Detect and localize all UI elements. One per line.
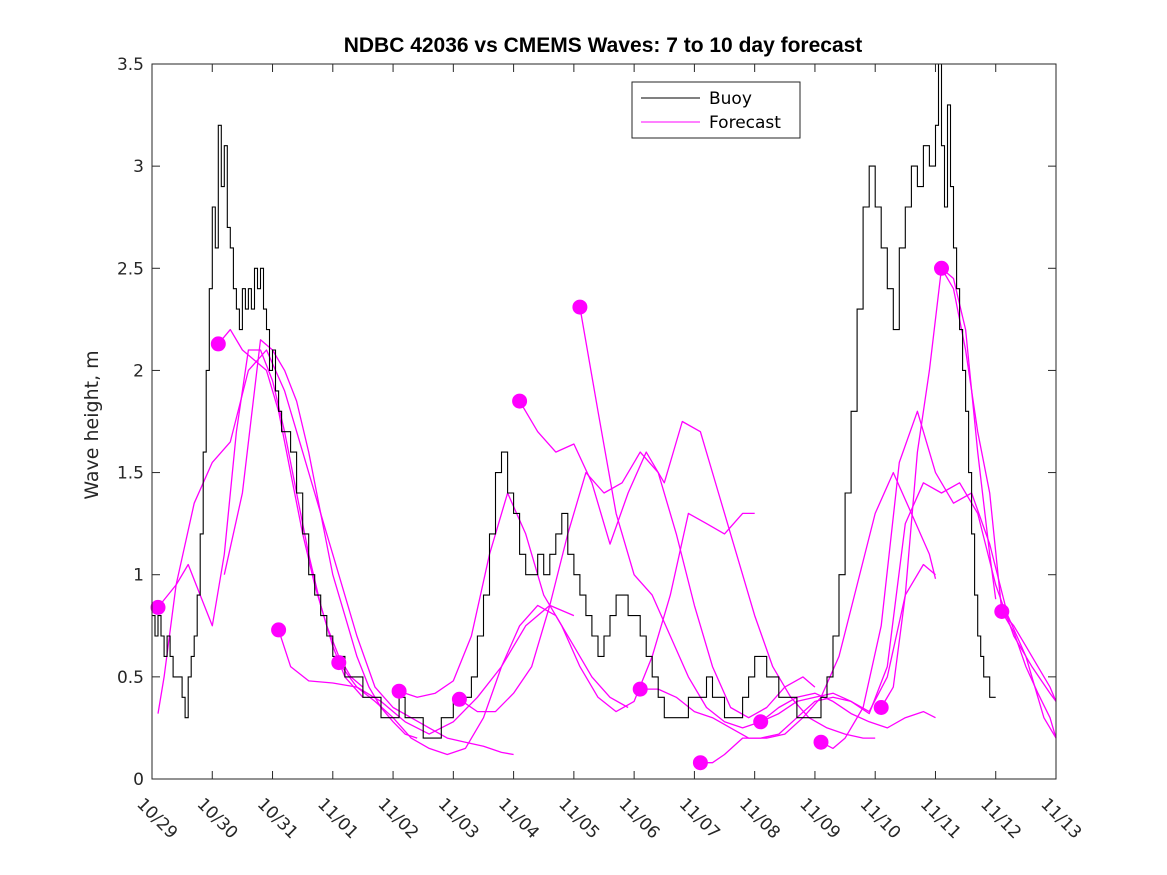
x-tick-label: 11/12 — [976, 794, 1025, 843]
y-tick-label: 2 — [133, 361, 144, 381]
forecast-line-11 — [640, 471, 937, 739]
forecast-start-point-12 — [692, 755, 708, 771]
y-tick-label: 1 — [133, 566, 144, 586]
y-tick-label: 0 — [133, 770, 144, 790]
x-tick-label: 11/04 — [494, 794, 543, 843]
forecast-start-point-17 — [994, 604, 1010, 619]
x-tick-label: 11/10 — [856, 794, 905, 843]
x-tick-label: 11/06 — [615, 794, 664, 843]
forecast-start-point-10 — [572, 299, 588, 315]
x-tick-label: 11/07 — [675, 794, 724, 843]
x-tick-label: 11/02 — [374, 794, 423, 843]
x-tick-label: 11/03 — [434, 794, 483, 843]
legend-box — [631, 81, 801, 139]
forecast-line-12 — [700, 563, 936, 764]
plot-frame — [151, 63, 1057, 780]
forecast-start-point-14 — [813, 734, 829, 750]
forecast-start-point-13 — [753, 714, 769, 730]
forecast-line-6 — [338, 604, 629, 756]
x-tick-label: 11/13 — [1036, 794, 1085, 843]
legend: Buoy Forecast — [631, 81, 801, 139]
y-axis-label: Wave height, m — [81, 350, 103, 499]
chart-title: NDBC 42036 vs CMEMS Waves: 7 to 10 day f… — [344, 34, 863, 57]
y-tick-label: 0.5 — [117, 668, 144, 688]
forecast-start-point-6 — [331, 655, 347, 671]
buoy-line — [152, 63, 996, 739]
forecast-start-point-7 — [391, 683, 407, 699]
forecast-start-point-16 — [934, 260, 949, 276]
legend-forecast-label: Forecast — [709, 113, 781, 133]
y-tick-label: 3 — [133, 157, 144, 177]
forecast-start-point-9 — [512, 393, 528, 409]
forecast-line-17 — [1001, 611, 1057, 702]
y-tick-label: 1.5 — [117, 464, 144, 484]
forecast-start-point-8 — [451, 691, 467, 707]
plot-area — [152, 64, 1056, 779]
forecast-line-9 — [519, 400, 876, 739]
forecast-line-2 — [157, 349, 514, 756]
forecast-start-point-2 — [150, 599, 166, 615]
x-tick-label: 10/31 — [253, 794, 302, 843]
x-tick-label: 10/29 — [132, 794, 181, 843]
x-tick-label: 11/05 — [554, 794, 603, 843]
forecast-start-point-5 — [271, 622, 287, 638]
legend-buoy-label: Buoy — [709, 89, 752, 109]
x-tick-label: 11/09 — [795, 794, 844, 843]
y-tick-label: 2.5 — [117, 259, 144, 279]
forecast-line-7 — [398, 492, 755, 713]
forecast-line-14 — [820, 410, 1057, 750]
forecast-line-4 — [223, 339, 418, 739]
forecast-start-point-3 — [210, 336, 226, 352]
x-tick-label: 10/30 — [193, 794, 242, 843]
forecast-line-5 — [277, 604, 575, 735]
forecast-start-point-15 — [873, 700, 889, 715]
forecast-start-point-11 — [632, 681, 648, 697]
marker-layer — [150, 260, 1010, 771]
x-tick-label: 11/01 — [313, 794, 362, 843]
x-tick-label: 11/08 — [735, 794, 784, 843]
y-tick-label: 3.5 — [117, 55, 144, 75]
forecast-line-8 — [459, 451, 816, 719]
x-tick-label: 11/11 — [916, 794, 965, 843]
